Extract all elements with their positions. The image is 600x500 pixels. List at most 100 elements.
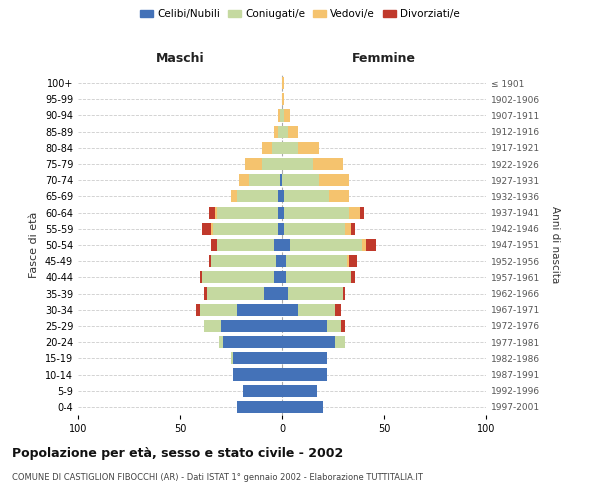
Bar — [298, 142, 319, 154]
Bar — [263, 288, 282, 300]
Bar — [345, 222, 352, 235]
Bar — [231, 190, 237, 202]
Bar — [221, 320, 282, 332]
Bar — [362, 239, 365, 251]
Bar — [274, 126, 278, 138]
Bar — [341, 320, 345, 332]
Bar — [286, 272, 352, 283]
Bar — [347, 255, 349, 268]
Bar — [278, 206, 282, 218]
Bar — [262, 142, 272, 154]
Bar — [335, 336, 345, 348]
Bar — [274, 272, 282, 283]
Bar — [276, 255, 282, 268]
Bar — [237, 401, 282, 413]
Bar — [245, 158, 262, 170]
Bar — [282, 368, 327, 380]
Bar — [211, 222, 212, 235]
Bar — [288, 288, 343, 300]
Legend: Celibi/Nubili, Coniugati/e, Vedovi/e, Divorziati/e: Celibi/Nubili, Coniugati/e, Vedovi/e, Di… — [136, 5, 464, 24]
Bar — [209, 206, 215, 218]
Bar — [282, 336, 335, 348]
Bar — [200, 304, 237, 316]
Bar — [282, 174, 319, 186]
Bar — [243, 384, 282, 397]
Bar — [282, 142, 298, 154]
Bar — [272, 142, 282, 154]
Bar — [219, 336, 223, 348]
Y-axis label: Anni di nascita: Anni di nascita — [550, 206, 560, 284]
Bar — [282, 401, 323, 413]
Bar — [215, 206, 217, 218]
Bar — [278, 222, 282, 235]
Bar — [205, 320, 221, 332]
Bar — [239, 174, 250, 186]
Bar — [349, 255, 358, 268]
Y-axis label: Fasce di età: Fasce di età — [29, 212, 39, 278]
Bar — [209, 255, 211, 268]
Bar — [359, 206, 364, 218]
Bar — [282, 158, 313, 170]
Bar — [231, 352, 233, 364]
Bar — [223, 336, 282, 348]
Bar — [278, 126, 282, 138]
Bar — [282, 288, 288, 300]
Bar — [282, 110, 284, 122]
Bar — [211, 239, 217, 251]
Bar — [280, 174, 282, 186]
Bar — [288, 126, 298, 138]
Bar — [237, 304, 282, 316]
Bar — [282, 222, 284, 235]
Bar — [217, 206, 278, 218]
Bar — [284, 110, 290, 122]
Bar — [233, 352, 282, 364]
Bar — [282, 352, 327, 364]
Bar — [319, 174, 349, 186]
Bar — [282, 255, 286, 268]
Bar — [335, 304, 341, 316]
Bar — [274, 239, 282, 251]
Bar — [282, 77, 284, 89]
Bar — [278, 190, 282, 202]
Bar — [298, 304, 335, 316]
Bar — [282, 384, 317, 397]
Text: COMUNE DI CASTIGLION FIBOCCHI (AR) - Dati ISTAT 1° gennaio 2002 - Elaborazione T: COMUNE DI CASTIGLION FIBOCCHI (AR) - Dat… — [12, 472, 423, 482]
Text: Popolazione per età, sesso e stato civile - 2002: Popolazione per età, sesso e stato civil… — [12, 448, 343, 460]
Bar — [329, 190, 349, 202]
Bar — [217, 239, 274, 251]
Bar — [262, 158, 282, 170]
Bar — [327, 320, 341, 332]
Bar — [211, 255, 276, 268]
Bar — [313, 158, 343, 170]
Bar — [282, 304, 298, 316]
Bar — [349, 206, 359, 218]
Bar — [282, 190, 284, 202]
Bar — [284, 206, 349, 218]
Bar — [284, 222, 345, 235]
Bar — [282, 93, 284, 106]
Text: Maschi: Maschi — [155, 52, 205, 66]
Bar — [282, 126, 288, 138]
Bar — [286, 255, 347, 268]
Bar — [200, 272, 202, 283]
Bar — [352, 222, 355, 235]
Bar — [365, 239, 376, 251]
Bar — [282, 206, 284, 218]
Bar — [280, 110, 282, 122]
Bar — [250, 174, 280, 186]
Bar — [284, 190, 329, 202]
Bar — [237, 190, 278, 202]
Bar — [233, 368, 282, 380]
Bar — [352, 272, 355, 283]
Bar — [196, 304, 200, 316]
Bar — [282, 272, 286, 283]
Bar — [282, 239, 290, 251]
Bar — [206, 288, 263, 300]
Text: Femmine: Femmine — [352, 52, 416, 66]
Bar — [282, 320, 327, 332]
Bar — [205, 288, 206, 300]
Bar — [278, 110, 280, 122]
Bar — [202, 222, 211, 235]
Bar — [343, 288, 345, 300]
Bar — [290, 239, 362, 251]
